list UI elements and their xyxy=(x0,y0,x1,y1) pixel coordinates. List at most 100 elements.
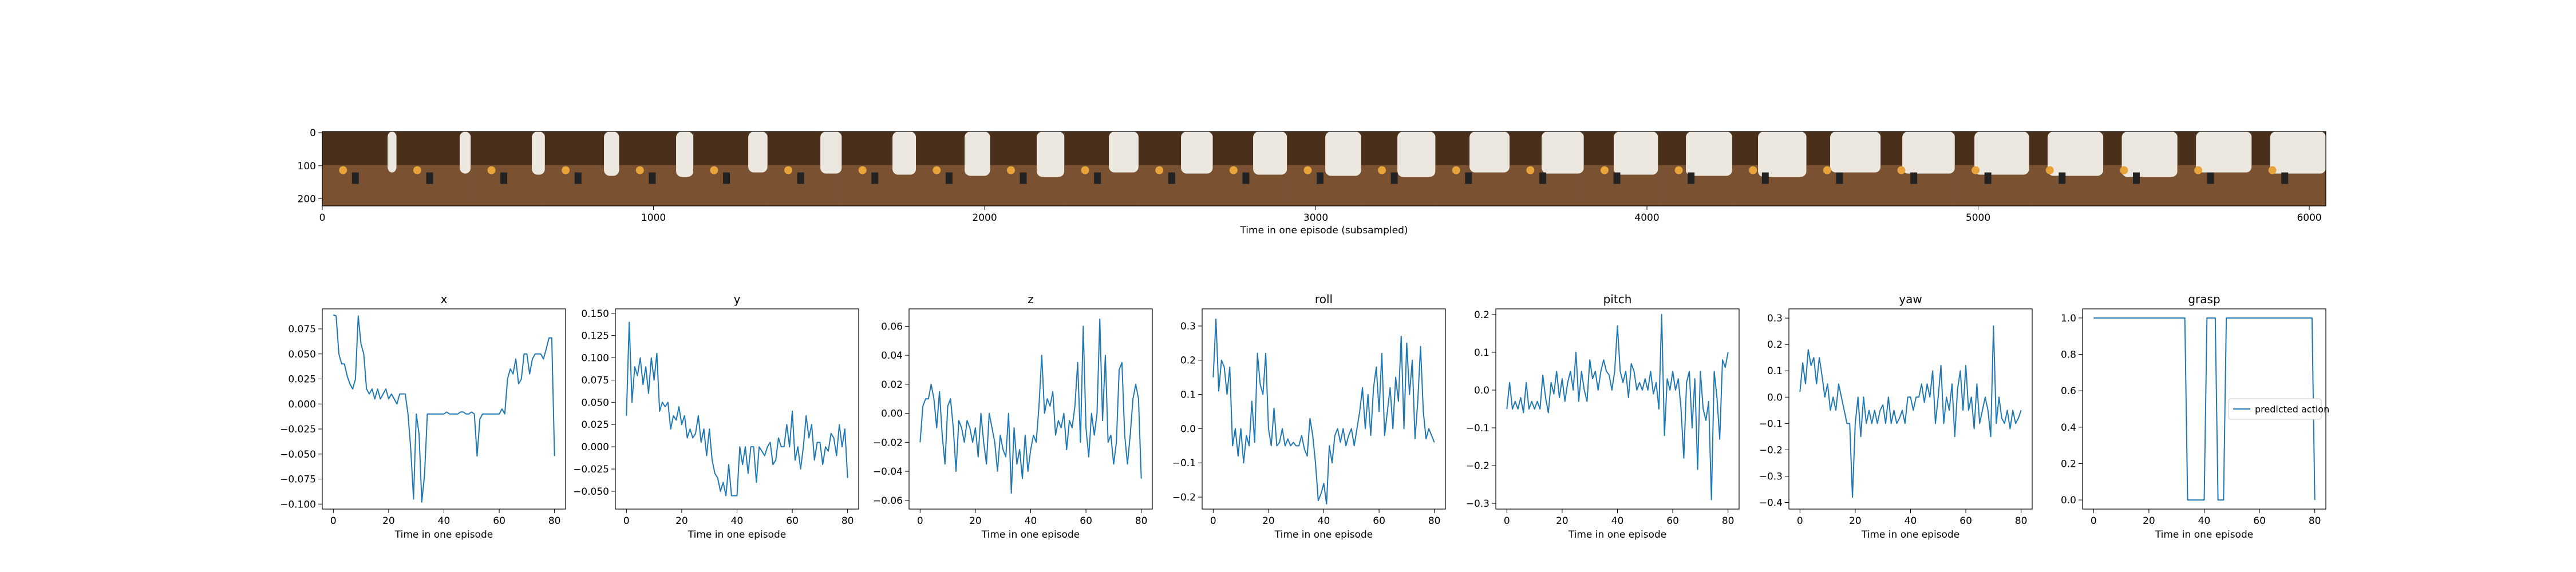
frame-object xyxy=(2194,166,2203,174)
film-frame xyxy=(990,132,1065,206)
frame-object xyxy=(1984,172,1992,184)
subplot-y: y 0 20 40 60 80 −0.050 −0.025 0.000 0.025 0.050 0.0… xyxy=(573,292,859,541)
y-tick-label: 0 xyxy=(310,128,316,139)
x-tick-label: 3000 xyxy=(1303,212,1328,224)
film-frame xyxy=(322,132,397,206)
frame-object xyxy=(1539,172,1546,184)
y-tick-label: 0.02 xyxy=(881,379,903,391)
y-tick-label: 200 xyxy=(298,194,316,205)
film-frame xyxy=(1732,132,1807,206)
film-frame xyxy=(1361,132,1436,206)
x-tick-label: 40 xyxy=(1025,515,1037,527)
film-frame xyxy=(1435,132,1510,206)
x-tick-label: 60 xyxy=(493,515,505,527)
y-tick-label: −0.1 xyxy=(1466,423,1490,434)
film-frame xyxy=(1880,132,1955,206)
film-frame xyxy=(1954,132,2029,206)
frame-object xyxy=(1749,166,1757,174)
x-tick-label: 20 xyxy=(2143,515,2155,527)
frame-object xyxy=(797,172,804,184)
x-tick-label: 6000 xyxy=(2297,212,2321,224)
frame-object xyxy=(1526,166,1535,174)
frame-robot-arm xyxy=(1181,132,1213,174)
frame-object xyxy=(945,172,953,184)
y-tick-label: 0.125 xyxy=(581,331,609,342)
subplot-row: x0 20 40 60 80−0.100−0.075−0.050−0.0250.0000… xyxy=(280,292,2329,541)
y-tick-label: −0.075 xyxy=(280,474,316,486)
y-tick-label: −0.2 xyxy=(1759,444,1783,456)
subplot-xlabel: Time in one episode xyxy=(1274,529,1373,541)
y-tick-label: −0.2 xyxy=(1466,460,1490,472)
frame-object xyxy=(1601,166,1609,174)
film-frame xyxy=(1583,132,1658,206)
x-tick-label: 1000 xyxy=(641,212,666,224)
frame-robot-arm xyxy=(2121,132,2178,177)
y-tick-label: 0.00 xyxy=(881,408,903,420)
series-line xyxy=(2093,317,2316,501)
y-tick-label: 0.050 xyxy=(288,349,316,360)
y-tick-label: 0.3 xyxy=(1180,321,1196,332)
film-frame xyxy=(1658,132,1732,206)
legend: predicted action xyxy=(2228,398,2329,420)
frame-robot-arm xyxy=(748,132,768,173)
film-frame xyxy=(2251,132,2326,206)
x-tick-label: 0 xyxy=(2091,515,2097,527)
y-tick-label: 0.1 xyxy=(1474,347,1490,359)
film-frame xyxy=(1064,132,1139,206)
y-tick-label: 0.8 xyxy=(2061,349,2076,361)
frame-object xyxy=(2207,172,2214,184)
film-frame xyxy=(396,132,471,206)
frame-object xyxy=(487,166,496,174)
y-tick-label: 0.4 xyxy=(2061,422,2076,434)
y-tick-label: −0.4 xyxy=(1759,497,1783,509)
y-tick-label: 0.075 xyxy=(581,375,609,386)
frame-object xyxy=(1317,172,1324,184)
frame-object xyxy=(1006,166,1015,174)
frame-object xyxy=(1452,166,1460,174)
frame-robot-arm xyxy=(1037,132,1065,177)
x-tick-label: 0 xyxy=(319,212,326,224)
frame-robot-arm xyxy=(676,132,694,177)
frame-robot-arm xyxy=(532,132,545,175)
film-frame xyxy=(693,132,768,206)
subplot-grasp: grasp 0 20 40 60 80 0.0 0.2 0.4 0.6 0.8 1.0 Time in … xyxy=(2061,292,2329,541)
frame-object xyxy=(784,166,793,174)
x-tick-label: 60 xyxy=(1080,515,1092,527)
y-tick-label: 0.0 xyxy=(1474,385,1490,396)
y-tick-label: 0.06 xyxy=(881,321,903,332)
frame-object xyxy=(1761,172,1769,184)
film-frame xyxy=(471,132,545,206)
film-frame xyxy=(841,132,916,206)
frame-object xyxy=(1897,166,1906,174)
x-tick-label: 40 xyxy=(731,515,744,527)
film-frame xyxy=(2103,132,2178,206)
film-frame xyxy=(1510,132,1584,206)
subplot-title: y xyxy=(734,292,741,306)
y-tick-label: 0.2 xyxy=(1474,309,1490,321)
frame-robot-arm xyxy=(1614,132,1658,175)
filmstrip-frames xyxy=(322,132,2326,206)
series-line xyxy=(1506,313,1729,500)
frame-robot-arm xyxy=(965,132,990,176)
frame-robot-arm xyxy=(1542,132,1584,174)
series-line xyxy=(1212,318,1435,505)
y-tick-label: 0.04 xyxy=(881,350,903,362)
y-tick-label: 0.0 xyxy=(2061,495,2076,506)
y-tick-label: 0.1 xyxy=(1767,366,1783,377)
y-tick-label: −0.050 xyxy=(280,449,316,460)
frame-object xyxy=(1242,172,1250,184)
frame-table xyxy=(322,165,397,206)
y-tick-label: 0.000 xyxy=(288,399,316,410)
x-tick-label: 0 xyxy=(917,515,923,527)
x-tick-label: 20 xyxy=(382,515,395,527)
x-tick-label: 40 xyxy=(2198,515,2211,527)
frame-object xyxy=(2132,172,2140,184)
frame-robot-arm xyxy=(892,132,916,175)
frame-object xyxy=(933,166,941,174)
y-tick-label: 1.0 xyxy=(2061,313,2076,324)
frame-object xyxy=(1229,166,1238,174)
frame-robot-arm xyxy=(1974,132,2029,175)
frame-robot-arm xyxy=(1830,132,1881,173)
y-tick-label: −0.04 xyxy=(873,466,903,478)
frame-object xyxy=(871,172,879,184)
